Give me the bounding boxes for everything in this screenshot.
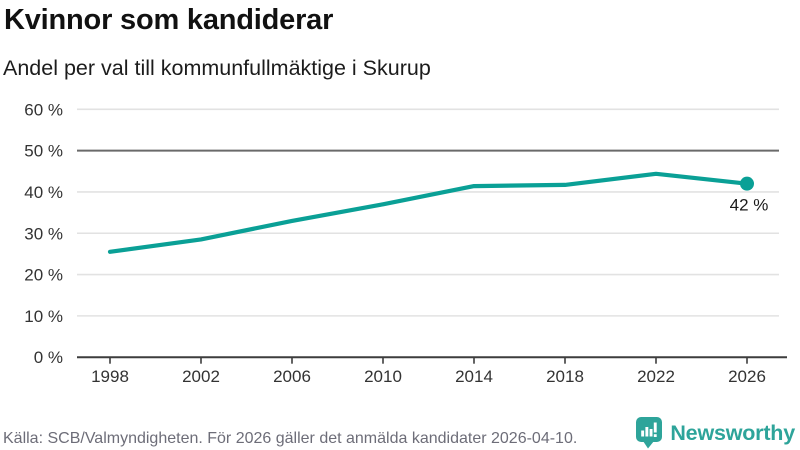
speech-bubble-bar-chart-icon — [636, 417, 663, 449]
y-tick-label: 0 % — [34, 348, 63, 367]
y-tick-label: 30 % — [24, 224, 63, 243]
trend-line — [107, 171, 750, 254]
y-tick-label: 60 % — [24, 100, 63, 119]
x-tick-label: 2022 — [637, 367, 675, 386]
x-tick-label: 2002 — [182, 367, 220, 386]
newsworthy-logo[interactable]: Newsworthy — [635, 416, 795, 449]
y-tick-label: 10 % — [24, 307, 63, 326]
x-tick-label: 2006 — [273, 367, 311, 386]
y-tick-label: 20 % — [24, 266, 63, 285]
page-subtitle: Andel per val till kommunfullmäktige i S… — [3, 56, 431, 80]
y-tick-label: 40 % — [24, 183, 63, 202]
x-tick-label: 2010 — [364, 367, 402, 386]
x-tick-label: 2018 — [546, 367, 584, 386]
x-tick-label: 2014 — [455, 367, 493, 386]
newsworthy-wordmark: Newsworthy — [670, 421, 795, 445]
x-tick-label: 1998 — [91, 367, 129, 386]
page-title: Kvinnor som kandiderar — [4, 4, 334, 36]
last-point-marker — [740, 176, 754, 191]
last-point-value-label: 42 % — [730, 196, 769, 215]
x-tick-label: 2026 — [728, 367, 766, 386]
y-tick-label: 50 % — [24, 142, 63, 161]
source-note: Källa: SCB/Valmyndigheten. För 2026 gäll… — [3, 430, 578, 447]
